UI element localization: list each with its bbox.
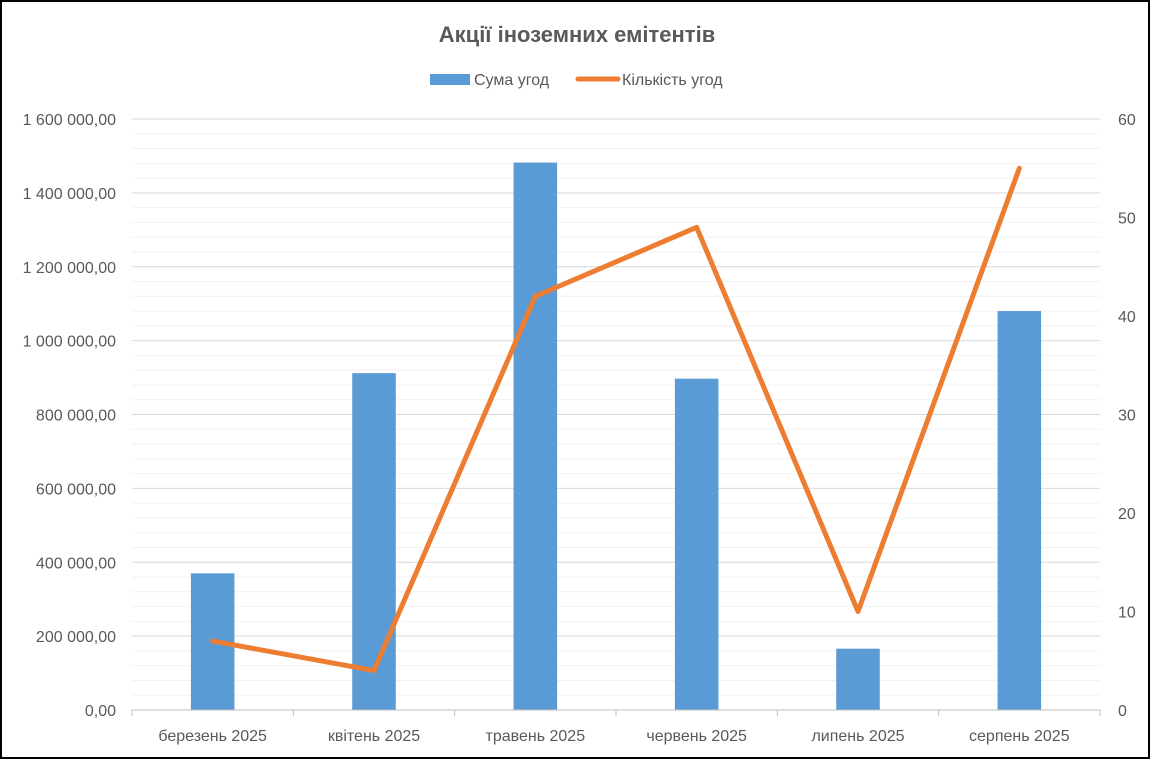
y-right-tick-label: 0 <box>1118 703 1127 720</box>
y-right-tick-label: 30 <box>1118 408 1136 425</box>
count-line <box>210 165 1022 674</box>
x-tick-label: липень 2025 <box>811 728 904 745</box>
y-left-tick-label: 0,00 <box>85 703 116 720</box>
x-tick-label: квітень 2025 <box>328 728 420 745</box>
bar-2 <box>352 373 396 710</box>
y-right-tick-label: 40 <box>1118 309 1136 326</box>
y-right-tick-label: 20 <box>1118 506 1136 523</box>
bar-6 <box>997 311 1042 710</box>
bar-4 <box>674 378 719 710</box>
x-tick-label: березень 2025 <box>158 728 267 745</box>
bars <box>190 162 1042 710</box>
y-left-tick-label: 600 000,00 <box>36 481 116 498</box>
y-right-tick-label: 50 <box>1118 211 1136 228</box>
x-tick-label: серпень 2025 <box>969 728 1070 745</box>
legend: Сума угод Кількість угод <box>430 72 723 89</box>
y-left-tick-label: 1 600 000,00 <box>23 112 117 129</box>
y-left-tick-label: 800 000,00 <box>36 408 116 425</box>
y-right-tick-label: 60 <box>1118 112 1136 129</box>
x-tick-label: червень 2025 <box>646 728 747 745</box>
y-left-tick-label: 1 000 000,00 <box>23 334 117 351</box>
grid <box>132 118 1100 696</box>
bar-3 <box>513 162 558 710</box>
y-right-tick-label: 10 <box>1118 605 1136 622</box>
chart-title: Акції іноземних емітентів <box>439 22 715 47</box>
x-tick-label: травень 2025 <box>486 728 586 745</box>
legend-label-sum: Сума угод <box>474 72 550 89</box>
y-left-tick-label: 1 400 000,00 <box>23 186 117 203</box>
y-left-tick-label: 200 000,00 <box>36 629 116 646</box>
legend-label-count: Кількість угод <box>622 72 723 89</box>
axes: березень 2025 квітень 2025 травень 2025 чер… <box>23 112 1136 745</box>
y-left-tick-label: 1 200 000,00 <box>23 260 117 277</box>
bar-5 <box>836 648 880 710</box>
line-layer <box>210 165 1022 674</box>
legend-swatch-sum <box>430 74 470 85</box>
y-left-tick-label: 400 000,00 <box>36 555 116 572</box>
